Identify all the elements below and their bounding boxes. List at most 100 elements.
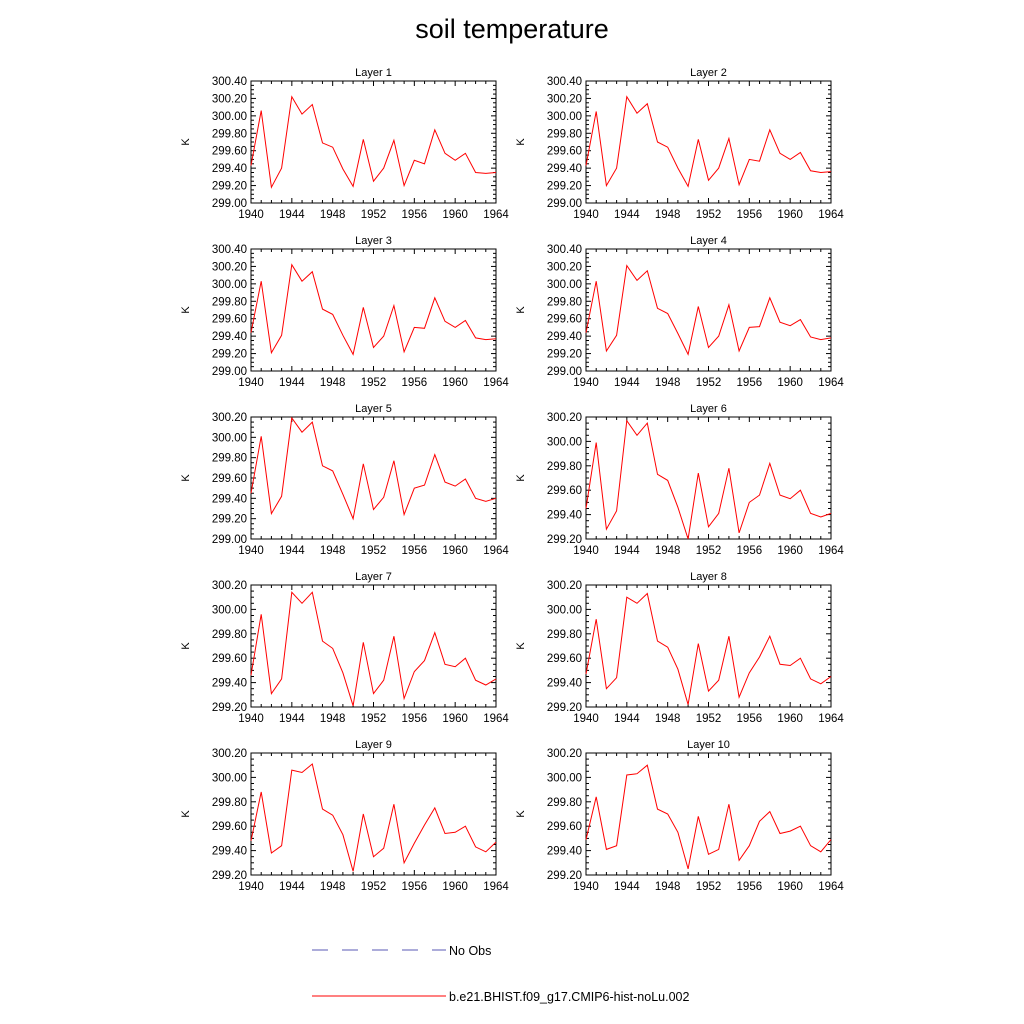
x-tick-label: 1952 [361,545,387,557]
y-tick-label: 299.40 [212,846,247,858]
x-tick-label: 1956 [402,209,428,221]
y-tick-label: 299.40 [547,331,582,343]
panel-3: Layer 3 K 1940 1944 1948 1952 1956 1960 1964 299.… [180,235,509,389]
panel-title: Layer 9 [355,739,392,751]
y-tick-label: 299.80 [547,629,582,641]
y-tick-label: 300.00 [547,604,582,616]
panel-4: Layer 4 K 1940 1944 1948 1952 1956 1960 1964 299.… [515,235,844,389]
x-tick-label: 1956 [402,545,428,557]
x-tick-label: 1948 [655,545,681,557]
x-tick-label: 1952 [361,881,387,893]
x-tick-label: 1964 [818,713,844,725]
panel-title: Layer 4 [690,235,727,247]
x-tick-label: 1952 [696,377,722,389]
page-title: soil temperature [415,14,609,44]
x-tick-label: 1940 [573,545,599,557]
x-tick-label: 1944 [614,209,640,221]
panel-title: Layer 8 [690,571,727,583]
y-axis-label: K [515,810,527,818]
x-tick-label: 1956 [737,377,763,389]
y-tick-label: 299.20 [547,534,582,546]
panel-8: Layer 8 K 1940 1944 1948 1952 1956 1960 1964 299.… [515,571,844,725]
x-tick-label: 1940 [238,545,264,557]
y-tick-label: 299.80 [212,453,247,465]
x-tick-label: 1948 [655,713,681,725]
x-tick-label: 1944 [614,713,640,725]
y-tick-label: 299.40 [212,163,247,175]
y-axis-label: K [180,306,192,314]
y-tick-label: 299.60 [547,314,582,326]
x-tick-label: 1948 [320,545,346,557]
y-tick-label: 299.60 [212,653,247,665]
x-tick-label: 1944 [279,377,305,389]
panel-title: Layer 1 [355,67,392,79]
y-tick-label: 299.60 [212,821,247,833]
x-tick-label: 1964 [818,209,844,221]
y-tick-label: 299.80 [547,461,582,473]
x-tick-label: 1956 [402,377,428,389]
x-tick-label: 1944 [279,545,305,557]
y-tick-label: 299.40 [212,493,247,505]
y-tick-label: 299.40 [547,163,582,175]
y-tick-label: 300.00 [547,111,582,123]
y-axis-label: K [515,474,527,482]
panel-title: Layer 5 [355,403,392,415]
y-tick-label: 299.20 [547,702,582,714]
series-line [250,763,497,872]
legend-model-label: b.e21.BHIST.f09_g17.CMIP6-hist-noLu.002 [449,990,689,1004]
y-axis-label: K [180,138,192,146]
y-tick-label: 299.00 [212,198,247,210]
x-tick-label: 1940 [238,209,264,221]
x-tick-label: 1940 [238,713,264,725]
y-tick-label: 299.60 [547,485,582,497]
panel-9: Layer 9 K 1940 1944 1948 1952 1956 1960 1964 299.… [180,739,509,893]
x-tick-label: 1960 [777,377,803,389]
y-tick-label: 299.00 [547,366,582,378]
panel-10: Layer 10 K 1940 1944 1948 1952 1956 1960 1964 299… [515,739,844,893]
y-tick-label: 300.40 [212,76,247,88]
x-tick-label: 1940 [573,713,599,725]
x-tick-label: 1948 [320,377,346,389]
y-tick-label: 299.60 [547,653,582,665]
y-tick-label: 299.00 [547,198,582,210]
y-tick-label: 299.80 [212,629,247,641]
x-tick-label: 1944 [614,545,640,557]
panel-title: Layer 10 [687,739,730,751]
y-tick-label: 300.20 [547,580,582,592]
y-tick-label: 299.40 [212,331,247,343]
x-tick-label: 1956 [737,713,763,725]
y-tick-label: 299.80 [547,797,582,809]
y-tick-label: 300.00 [547,279,582,291]
legend-obs-label: No Obs [449,944,491,958]
y-tick-label: 300.00 [212,604,247,616]
y-tick-label: 300.20 [547,748,582,760]
x-tick-label: 1956 [737,881,763,893]
panel-title: Layer 6 [690,403,727,415]
y-tick-label: 300.20 [547,261,582,273]
x-tick-label: 1964 [818,545,844,557]
x-tick-label: 1948 [320,209,346,221]
y-tick-label: 300.00 [212,772,247,784]
y-tick-label: 299.20 [212,702,247,714]
y-tick-label: 300.20 [212,93,247,105]
x-tick-label: 1940 [238,881,264,893]
panel-title: Layer 7 [355,571,392,583]
panel-2: Layer 2 K 1940 1944 1948 1952 1956 1960 1964 299.… [515,67,844,221]
x-tick-label: 1960 [442,209,468,221]
panel-5: Layer 5 K 1940 1944 1948 1952 1956 1960 1964 299.… [180,403,509,557]
x-tick-label: 1964 [483,713,509,725]
y-axis-label: K [515,138,527,146]
x-tick-label: 1952 [361,209,387,221]
x-tick-label: 1960 [442,881,468,893]
x-tick-label: 1940 [238,377,264,389]
x-tick-label: 1948 [655,881,681,893]
x-tick-label: 1952 [696,881,722,893]
x-tick-label: 1948 [320,713,346,725]
x-tick-label: 1960 [442,713,468,725]
x-tick-label: 1964 [818,881,844,893]
series-line [585,419,832,540]
y-axis-label: K [515,306,527,314]
y-tick-label: 300.20 [212,261,247,273]
